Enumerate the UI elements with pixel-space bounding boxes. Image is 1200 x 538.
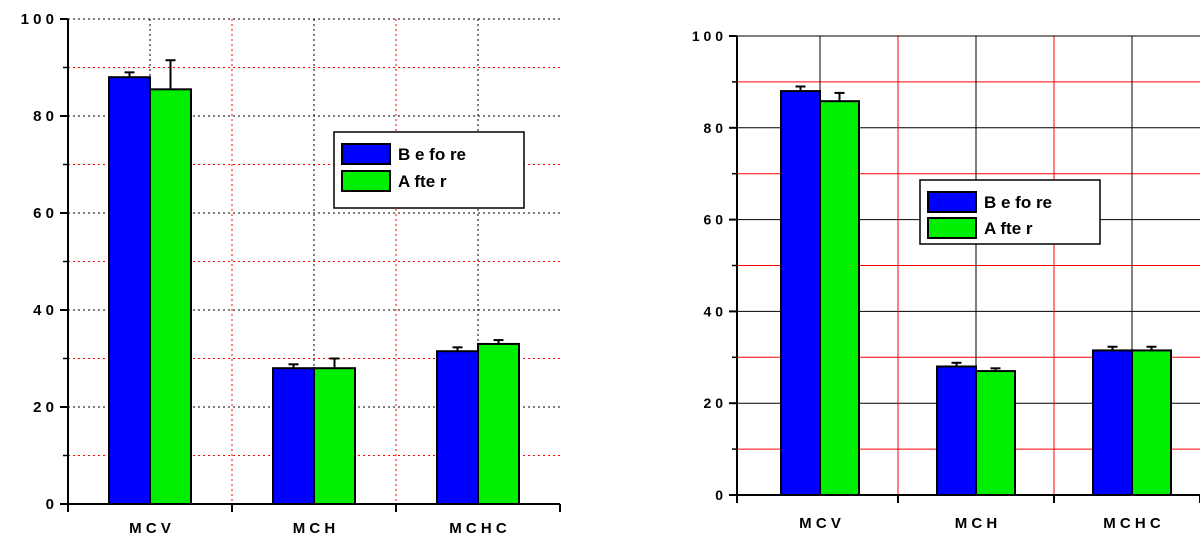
legend-label: B e fo re <box>398 145 466 164</box>
legend-label: A fte r <box>984 219 1033 238</box>
x-category-label: M C H C <box>1103 515 1161 532</box>
y-tick-label: 6 0 <box>704 212 724 228</box>
y-tick-label: 0 <box>46 496 54 513</box>
legend: B e fo re A fte r <box>919 179 1101 245</box>
legend-label: B e fo re <box>984 193 1052 212</box>
y-tick-label: 1 0 0 <box>692 28 723 44</box>
y-tick-label: 0 <box>715 487 723 503</box>
bar-after <box>313 367 356 506</box>
bar-after <box>819 100 860 496</box>
y-tick-label: 2 0 <box>704 395 724 411</box>
x-category-label: M C V <box>799 515 841 532</box>
bar-after <box>477 342 520 506</box>
bar-before <box>1092 349 1133 497</box>
y-tick-label: 4 0 <box>704 303 724 319</box>
bar-before <box>272 367 315 506</box>
x-category-label: M C V <box>129 520 171 537</box>
bar-before <box>936 365 977 497</box>
bar-before <box>780 90 821 497</box>
y-tick-label: 8 0 <box>33 108 54 125</box>
chart-1: 0 2 0 4 0 6 0 8 0 1 0 0 M C V M C H M C H C B e f… <box>21 11 561 537</box>
legend-swatch <box>927 191 977 213</box>
y-tick-label: 8 0 <box>704 120 724 136</box>
bar-after <box>975 370 1016 497</box>
y-tick-label: 2 0 <box>33 399 54 416</box>
chart-2: 0 2 0 4 0 6 0 8 0 1 0 0 M C V M C H M C H C B e f… <box>692 28 1200 532</box>
bar-before <box>108 76 151 505</box>
y-tick-label: 1 0 0 <box>21 11 54 28</box>
y-tick-label: 4 0 <box>33 302 54 319</box>
legend-label: A fte r <box>398 172 447 191</box>
x-category-label: M C H C <box>449 520 507 537</box>
bar-before <box>436 350 479 505</box>
legend-swatch <box>341 143 391 165</box>
legend-swatch <box>927 217 977 239</box>
bar-after <box>1131 349 1172 497</box>
legend: B e fo re A fte r <box>333 131 525 209</box>
legend-swatch <box>341 170 391 192</box>
y-tick-label: 6 0 <box>33 205 54 222</box>
x-category-label: M C H <box>293 520 336 537</box>
bar-after <box>149 88 192 505</box>
x-category-label: M C H <box>955 515 998 532</box>
